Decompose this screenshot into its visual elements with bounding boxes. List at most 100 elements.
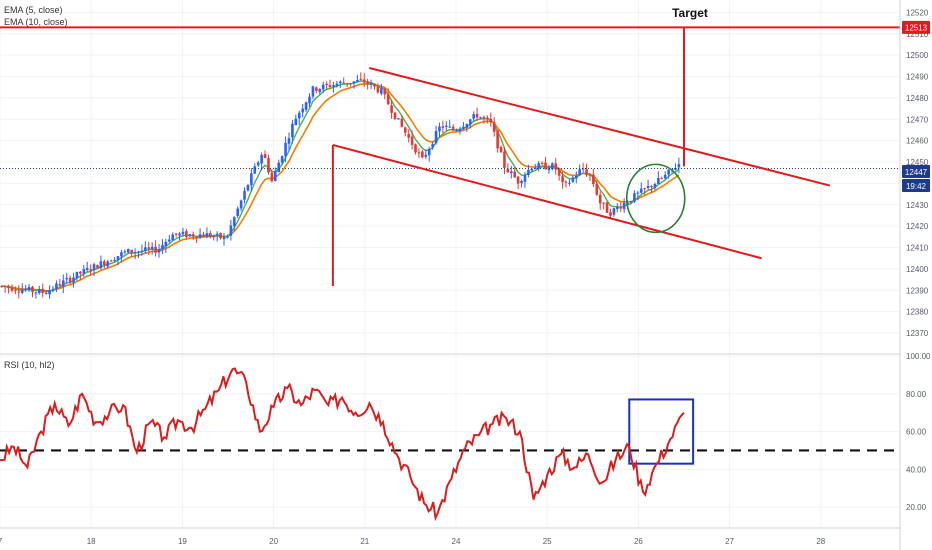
candle-body	[44, 293, 48, 295]
candle	[277, 159, 281, 173]
candle-body	[154, 246, 157, 253]
candle	[284, 136, 287, 163]
breakout-circle	[625, 163, 686, 234]
price-pane	[0, 0, 900, 354]
candle	[359, 72, 363, 81]
candle-body	[612, 208, 616, 215]
candle	[407, 129, 410, 143]
candle	[147, 241, 151, 256]
candle-body	[643, 188, 646, 190]
ema5-legend[interactable]: EMA (5, close)	[4, 5, 63, 15]
candle-body	[595, 183, 599, 195]
candle-body	[61, 280, 65, 287]
candle-body	[520, 180, 523, 184]
candle-body	[116, 256, 120, 261]
candle-body	[103, 261, 106, 266]
ema10-polyline	[1, 82, 680, 292]
rsi-tick-label: 40.00	[906, 465, 927, 474]
candle	[636, 190, 640, 201]
candle-body	[369, 83, 373, 85]
candle	[116, 256, 120, 266]
candle-body	[434, 130, 438, 144]
candle-body	[438, 126, 441, 132]
candle-body	[297, 112, 301, 119]
candle-body	[622, 202, 626, 210]
candle	[301, 103, 304, 118]
candle-body	[212, 236, 216, 238]
time-axis: 7 18 19 20 21 24 25 26 27 28	[0, 537, 826, 546]
candle	[219, 232, 222, 240]
candle-body	[167, 239, 171, 242]
candle-body	[489, 118, 493, 122]
candle	[195, 236, 198, 244]
candle	[492, 117, 496, 137]
candle	[109, 259, 113, 262]
candle-body	[616, 206, 619, 209]
candle-body	[629, 201, 633, 203]
candle	[400, 114, 404, 128]
candle-body	[256, 162, 260, 166]
candle-body	[82, 269, 86, 274]
countdown-badge-label: 19:42	[906, 182, 927, 191]
rsi-legend[interactable]: RSI (10, hl2)	[4, 360, 55, 370]
candle-body	[198, 234, 202, 239]
candle-body	[120, 252, 123, 257]
candle-body	[113, 259, 116, 261]
candle-body	[294, 118, 298, 126]
candle-body	[144, 247, 147, 251]
candle-body	[99, 261, 103, 269]
candle-body	[65, 277, 68, 280]
candle	[390, 100, 393, 119]
candle-body	[92, 264, 96, 271]
candle	[383, 87, 387, 100]
candle-body	[561, 176, 564, 183]
candle	[397, 118, 400, 120]
candle-body	[568, 182, 571, 184]
candle-body	[229, 225, 233, 236]
candle-body	[147, 247, 151, 249]
candle	[421, 149, 424, 159]
candle-body	[277, 162, 281, 173]
candle	[291, 119, 294, 144]
time-tick-label: 24	[452, 537, 461, 546]
candle	[137, 250, 140, 259]
candle-body	[137, 251, 140, 253]
candle	[24, 284, 27, 292]
candle	[551, 162, 554, 171]
time-tick-label: 21	[360, 537, 369, 546]
candle-body	[325, 83, 328, 85]
candle	[513, 166, 517, 178]
candle-body	[72, 277, 75, 283]
candle	[380, 83, 383, 96]
candle-body	[403, 127, 407, 133]
ema10-legend[interactable]: EMA (10, close)	[4, 17, 68, 27]
candle	[574, 171, 578, 184]
candle-body	[150, 246, 154, 249]
candle	[161, 239, 164, 255]
candle	[564, 180, 568, 188]
candle-body	[318, 88, 322, 92]
candle	[653, 182, 657, 191]
candle	[140, 244, 144, 256]
candle	[462, 121, 465, 131]
candle-body	[410, 136, 414, 145]
candle	[499, 145, 503, 153]
candle-body	[287, 138, 291, 144]
candle	[386, 88, 390, 105]
candle-body	[574, 175, 578, 179]
candle-body	[397, 118, 400, 120]
candle-body	[17, 291, 21, 293]
candle-body	[304, 102, 308, 110]
candle-body	[195, 236, 198, 238]
candle	[633, 190, 636, 203]
candle	[338, 80, 342, 89]
candle	[489, 112, 493, 127]
price-tick-label: 12400	[906, 265, 929, 274]
candle-body	[506, 168, 510, 173]
candle	[150, 242, 154, 255]
candle	[79, 271, 82, 281]
candle-body	[448, 126, 452, 128]
candle	[164, 238, 168, 253]
candle-body	[427, 148, 431, 156]
